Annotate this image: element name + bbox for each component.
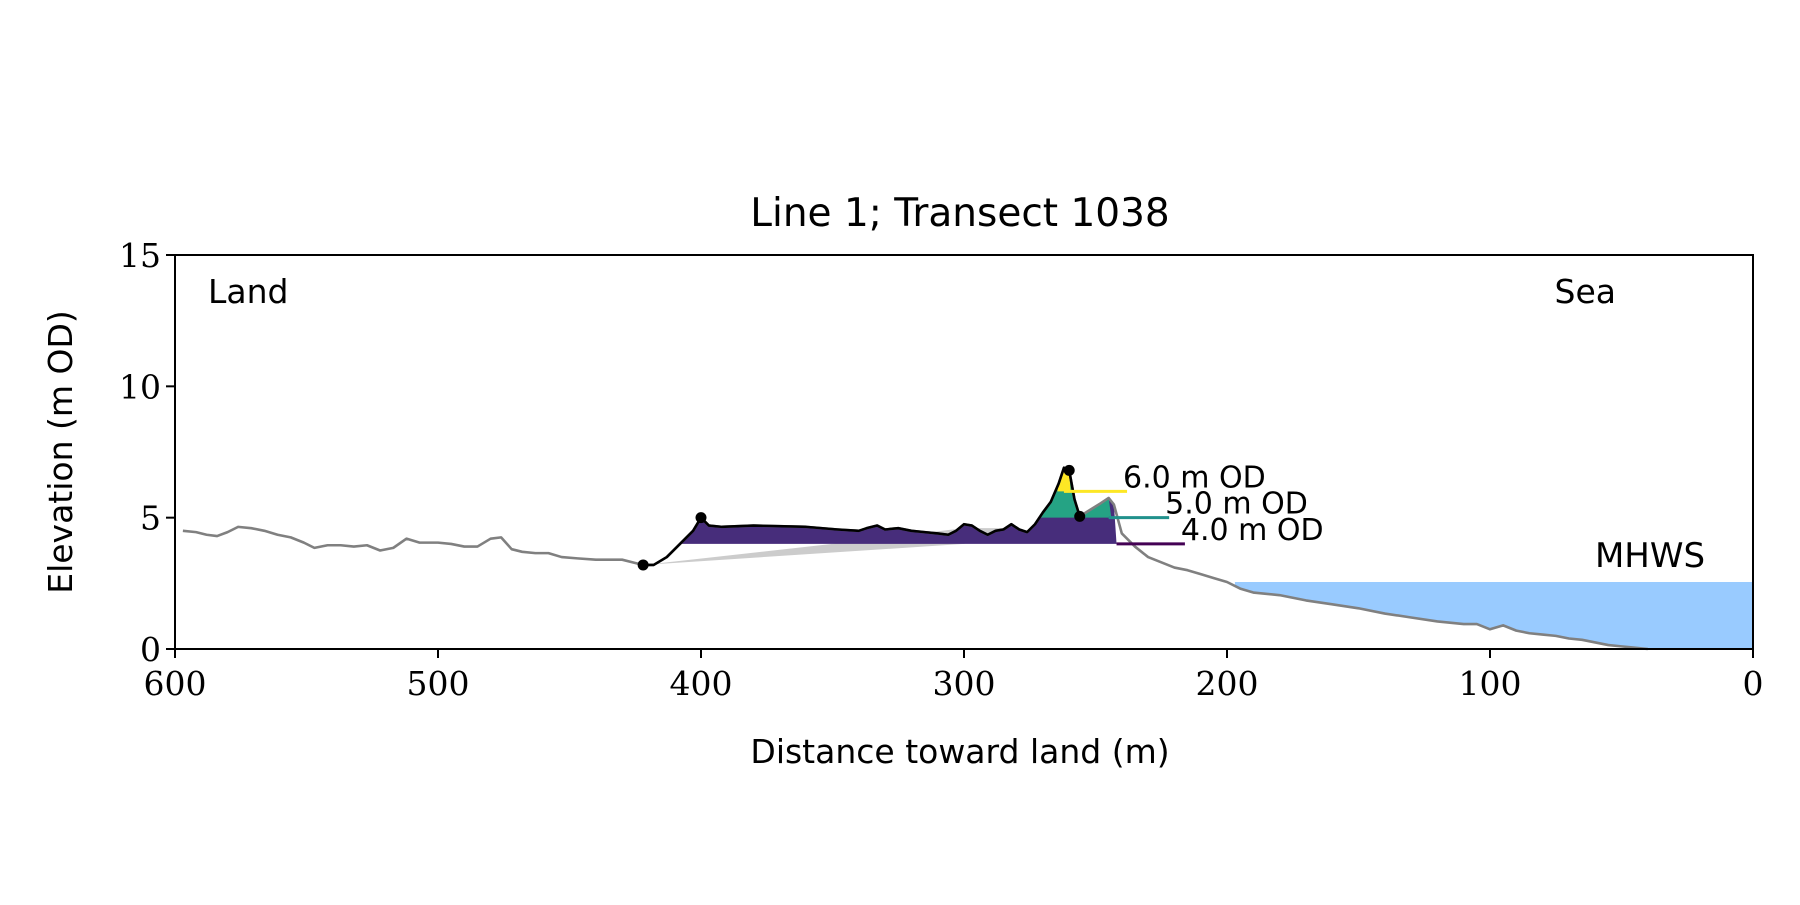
y-tick-label: 0 <box>140 630 161 669</box>
sea-label: Sea <box>1555 272 1616 311</box>
x-tick-label: 400 <box>670 664 733 703</box>
threshold-label: 5.0 m OD <box>1165 487 1308 522</box>
threshold-label: 4.0 m OD <box>1181 513 1324 548</box>
mhws-water-area <box>1234 582 1753 649</box>
mhws-label: MHWS <box>1595 536 1705 576</box>
dune-profile-line <box>643 466 1081 567</box>
y-tick-label: 10 <box>119 367 161 406</box>
dune-point <box>637 559 649 571</box>
x-tick-label: 500 <box>407 664 470 703</box>
x-tick-label: 300 <box>933 664 996 703</box>
dune-point <box>695 512 707 524</box>
x-tick-label: 600 <box>144 664 207 703</box>
dune-point <box>1063 464 1075 476</box>
y-tick-label: 15 <box>119 236 161 275</box>
y-axis-label: Elevation (m OD) <box>41 310 80 594</box>
dune-point <box>1074 510 1086 522</box>
x-tick-label: 100 <box>1459 664 1522 703</box>
chart-title: Line 1; Transect 1038 <box>750 191 1169 236</box>
threshold-label: 6.0 m OD <box>1123 460 1266 495</box>
plot-layer: 4.0 m OD5.0 m OD6.0 m OD MHWS <box>182 460 1753 651</box>
x-tick-label: 200 <box>1196 664 1259 703</box>
y-tick-label: 5 <box>140 499 161 538</box>
fill-above-5m <box>1040 467 1112 518</box>
x-axis-label: Distance toward land (m) <box>750 732 1169 771</box>
land-label: Land <box>208 272 288 311</box>
x-tick-label: 0 <box>1743 664 1764 703</box>
ticks-layer: 600 500 400 300 200 100 0 0 5 10 15 <box>119 236 1764 703</box>
profile-line <box>182 466 1648 651</box>
